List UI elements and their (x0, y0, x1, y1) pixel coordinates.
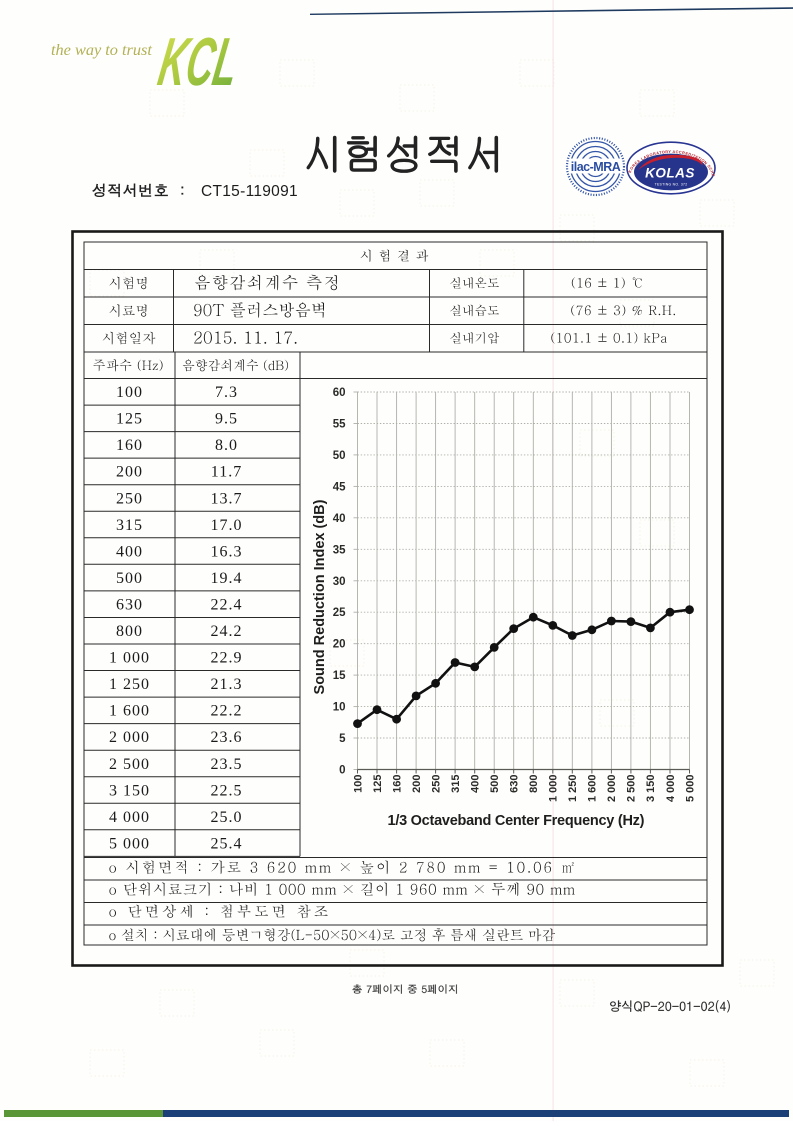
svg-text:10: 10 (333, 702, 346, 714)
svg-text:22.9: 22.9 (211, 650, 243, 667)
svg-text:20: 20 (333, 639, 346, 651)
svg-text:25: 25 (333, 607, 346, 619)
svg-text:250: 250 (116, 490, 143, 507)
svg-text:0: 0 (339, 765, 345, 777)
svg-text:8.0: 8.0 (215, 437, 238, 454)
svg-text:315: 315 (450, 775, 462, 793)
svg-text:40: 40 (333, 513, 346, 525)
svg-text:25.0: 25.0 (211, 809, 243, 826)
svg-text:400: 400 (116, 543, 143, 560)
svg-text:3 150: 3 150 (109, 782, 150, 799)
svg-text:7.3: 7.3 (215, 384, 238, 401)
svg-text:55: 55 (333, 419, 346, 431)
svg-text:CT15-119091: CT15-119091 (201, 183, 298, 200)
svg-text:4 000: 4 000 (665, 775, 677, 803)
svg-text:17.0: 17.0 (211, 517, 243, 534)
svg-text:800: 800 (528, 775, 540, 793)
svg-text:22.4: 22.4 (211, 597, 243, 614)
svg-text:1/3 Octaveband Center Frequenc: 1/3 Octaveband Center Frequency (Hz) (388, 813, 645, 829)
svg-text:1 000: 1 000 (109, 650, 150, 667)
svg-text:ilac-MRA: ilac-MRA (571, 160, 621, 174)
svg-text:1 250: 1 250 (109, 676, 150, 693)
svg-text:the way to trust: the way to trust (51, 40, 152, 59)
svg-text:1 000: 1 000 (548, 775, 560, 803)
svg-text:5: 5 (339, 733, 346, 745)
svg-text:630: 630 (509, 775, 521, 793)
svg-text:500: 500 (489, 775, 501, 793)
svg-text:2 000: 2 000 (606, 775, 618, 803)
svg-text:200: 200 (116, 464, 143, 481)
svg-text:2 500: 2 500 (626, 775, 638, 803)
svg-text:23.5: 23.5 (211, 756, 243, 773)
svg-text:5 000: 5 000 (684, 775, 696, 803)
svg-text:200: 200 (411, 775, 423, 793)
svg-text:100: 100 (116, 384, 143, 401)
svg-text:60: 60 (333, 387, 346, 399)
svg-text:11.7: 11.7 (211, 464, 242, 481)
svg-text:125: 125 (372, 775, 384, 793)
svg-text:160: 160 (391, 775, 403, 793)
svg-text:315: 315 (116, 517, 143, 534)
svg-text:21.3: 21.3 (211, 676, 243, 693)
svg-text:22.5: 22.5 (211, 782, 243, 799)
svg-text:1 600: 1 600 (109, 703, 150, 720)
svg-text:23.6: 23.6 (211, 729, 243, 746)
svg-text:100: 100 (352, 775, 364, 793)
svg-text:19.4: 19.4 (211, 570, 243, 587)
svg-text:15: 15 (333, 670, 346, 682)
svg-text:50: 50 (333, 450, 346, 462)
svg-text:1 600: 1 600 (587, 775, 599, 803)
svg-text:30: 30 (333, 576, 346, 588)
svg-text:400: 400 (470, 775, 482, 793)
svg-text:TESTING NO. 372: TESTING NO. 372 (655, 183, 688, 187)
svg-text:2 000: 2 000 (109, 729, 150, 746)
svg-text:3 150: 3 150 (645, 775, 657, 803)
svg-text:22.2: 22.2 (211, 703, 243, 720)
svg-text:125: 125 (116, 411, 143, 428)
svg-text:45: 45 (333, 481, 346, 493)
svg-text:1 250: 1 250 (567, 775, 579, 803)
svg-text:24.2: 24.2 (211, 623, 243, 640)
svg-text:250: 250 (430, 775, 442, 793)
svg-text:160: 160 (116, 437, 143, 454)
svg-text:630: 630 (116, 597, 143, 614)
svg-text:2 500: 2 500 (109, 756, 150, 773)
svg-text:16.3: 16.3 (211, 543, 243, 560)
svg-text:4 000: 4 000 (109, 809, 150, 826)
svg-text:13.7: 13.7 (211, 490, 243, 507)
svg-text:500: 500 (116, 570, 143, 587)
svg-text:Sound Reduction Index (dB): Sound Reduction Index (dB) (312, 499, 328, 694)
svg-text:KCL: KCL (153, 24, 244, 100)
svg-text:800: 800 (116, 623, 143, 640)
svg-text:KOLAS: KOLAS (645, 166, 695, 181)
svg-text:9.5: 9.5 (215, 411, 238, 428)
svg-text:25.4: 25.4 (211, 835, 243, 852)
svg-text:5 000: 5 000 (109, 835, 150, 852)
svg-text:35: 35 (333, 544, 346, 556)
